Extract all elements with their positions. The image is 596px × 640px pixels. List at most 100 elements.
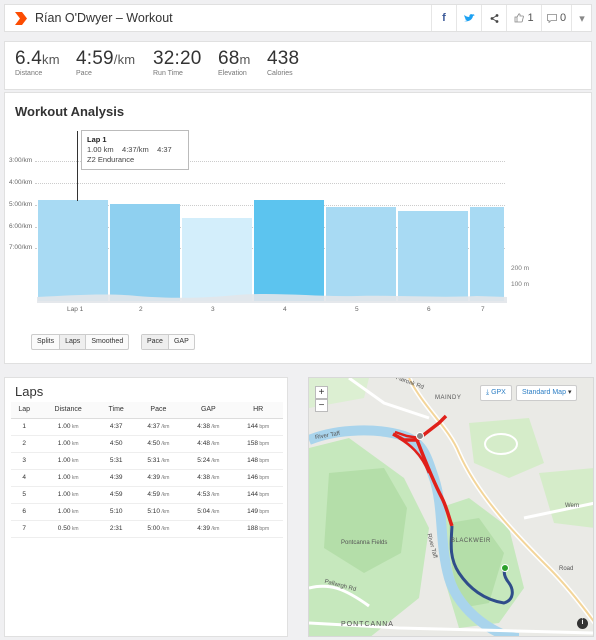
cell-value: 4:53 xyxy=(197,491,210,498)
cell-unit: /km xyxy=(209,475,220,481)
cell-unit: /km xyxy=(209,509,220,515)
map-info-button[interactable]: i xyxy=(577,618,588,629)
table-cell: 3 xyxy=(11,452,38,470)
stat-unit: m xyxy=(239,52,251,67)
cell-value: 7 xyxy=(22,525,26,532)
table-row[interactable]: 4 1.00 km 4:39 4:39 /km 4:38 /km 146 bpm xyxy=(11,469,283,487)
table-row[interactable]: 6 1.00 km 5:10 5:10 /km 5:04 /km 149 bpm xyxy=(11,503,283,521)
strava-logo-icon xyxy=(15,12,27,25)
cell-value: 4:38 xyxy=(197,474,210,481)
column-header[interactable]: GAP xyxy=(183,402,234,419)
cell-value: 5:00 xyxy=(147,525,160,532)
x-tick-label: 3 xyxy=(211,306,215,313)
cell-value: 3 xyxy=(22,457,26,464)
cell-value: 2 xyxy=(22,440,26,447)
zoom-out-button[interactable]: − xyxy=(315,399,328,412)
table-cell: 5 xyxy=(11,486,38,504)
lap-bar[interactable] xyxy=(398,211,468,301)
x-tick-label: 7 xyxy=(481,306,485,313)
cell-value: 5:31 xyxy=(109,457,123,464)
cell-value: 5:24 xyxy=(197,457,210,464)
smoothed-button[interactable]: Smoothed xyxy=(91,338,124,345)
lap-bar[interactable] xyxy=(110,204,180,301)
cell-value: 4:50 xyxy=(109,440,123,447)
elevation-tick-label: 200 m xyxy=(511,265,530,272)
lap-bar[interactable] xyxy=(38,200,108,301)
facebook-share-button[interactable]: f xyxy=(431,5,456,31)
cell-value: 1 xyxy=(22,423,26,430)
table-cell: 4:39 xyxy=(98,469,134,487)
comment-icon xyxy=(547,13,557,23)
cell-unit: /km xyxy=(209,424,220,430)
table-cell: 7 xyxy=(11,520,38,538)
y-tick-label: 3:00/km xyxy=(9,157,33,164)
cell-unit: bpm xyxy=(258,509,270,515)
twitter-share-button[interactable] xyxy=(456,5,481,31)
cell-value: 5:10 xyxy=(109,508,123,515)
pace-button[interactable]: Pace xyxy=(142,335,169,349)
table-row[interactable]: 1 1.00 km 4:37 4:37 /km 4:38 /km 144 bpm xyxy=(11,418,283,436)
cell-unit: /km xyxy=(209,526,220,532)
grid-line xyxy=(35,161,505,162)
lap-bar[interactable] xyxy=(254,200,324,301)
table-cell: 5:31 xyxy=(98,452,134,470)
table-cell: 5:10 xyxy=(98,503,134,521)
column-header[interactable]: HR xyxy=(233,402,283,419)
cell-unit: /km xyxy=(160,458,170,464)
y-tick-label: 5:00/km xyxy=(9,201,33,208)
cell-value: 149 xyxy=(247,508,259,515)
table-cell: 146 bpm xyxy=(233,469,283,487)
column-header[interactable]: Lap xyxy=(11,402,38,419)
comments-button[interactable]: 0 xyxy=(541,5,571,31)
lap-bar[interactable] xyxy=(470,207,504,301)
map-label-blackweir: BLACKWEIR xyxy=(451,538,491,544)
table-cell: 4:59 xyxy=(98,486,134,504)
stat-value: 32:20 xyxy=(153,48,202,69)
table-row[interactable]: 5 1.00 km 4:59 4:59 /km 4:53 /km 144 bpm xyxy=(11,486,283,504)
column-header[interactable]: Pace xyxy=(133,402,184,419)
table-cell: 4:38 /km xyxy=(183,469,234,487)
stat-label: Elevation xyxy=(218,70,247,77)
lap-bar[interactable] xyxy=(182,218,252,301)
cell-value: 4:38 xyxy=(197,423,210,430)
cell-unit: /km xyxy=(160,526,170,532)
stat-value: 6.4 xyxy=(15,48,43,69)
map-label-road: Road xyxy=(559,566,574,572)
column-header[interactable]: Time xyxy=(98,402,134,419)
table-row[interactable]: 3 1.00 km 5:31 5:31 /km 5:24 /km 148 bpm xyxy=(11,452,283,470)
column-header[interactable]: Distance xyxy=(37,402,99,419)
cell-unit: bpm xyxy=(258,441,270,447)
route-map[interactable]: + − ⤓ GPX Standard Map ▾ River Taff Rive… xyxy=(308,377,594,637)
cell-unit: bpm xyxy=(258,424,270,430)
cell-unit: bpm xyxy=(258,526,270,532)
table-cell: 188 bpm xyxy=(233,520,283,538)
cell-value: 4:39 xyxy=(147,474,160,481)
table-cell: 1.00 km xyxy=(37,435,99,453)
y-tick-label: 6:00/km xyxy=(9,223,33,230)
share-button[interactable] xyxy=(481,5,506,31)
map-style-select[interactable]: Standard Map ▾ xyxy=(516,385,578,401)
more-options-button[interactable]: ▾ xyxy=(571,5,592,31)
table-row[interactable]: 7 0.50 km 2:31 5:00 /km 4:39 /km 188 bpm xyxy=(11,520,283,538)
x-tick-label: 6 xyxy=(427,306,431,313)
table-cell: 4 xyxy=(11,469,38,487)
cell-value: 4 xyxy=(22,474,26,481)
gap-button[interactable]: GAP xyxy=(173,338,189,345)
table-cell: 148 bpm xyxy=(233,452,283,470)
gpx-download-button[interactable]: ⤓ GPX xyxy=(480,385,512,401)
zoom-in-button[interactable]: + xyxy=(315,386,328,399)
cell-value: 5 xyxy=(22,491,26,498)
splits-button[interactable]: Splits xyxy=(32,335,61,349)
laps-button[interactable]: Laps xyxy=(60,335,87,349)
grid-line xyxy=(35,183,505,184)
table-cell: 158 bpm xyxy=(233,435,283,453)
kudos-button[interactable]: 1 xyxy=(506,5,541,31)
table-row[interactable]: 2 1.00 km 4:50 4:50 /km 4:48 /km 158 bpm xyxy=(11,435,283,453)
lap-bar[interactable] xyxy=(326,207,396,301)
stat-calories: 438 Calories xyxy=(267,48,299,77)
table-cell: 144 bpm xyxy=(233,418,283,436)
comments-count: 0 xyxy=(559,12,567,24)
cell-value: 1.00 xyxy=(57,423,71,430)
map-canvas xyxy=(309,378,593,636)
chart-cursor-line xyxy=(77,131,78,201)
